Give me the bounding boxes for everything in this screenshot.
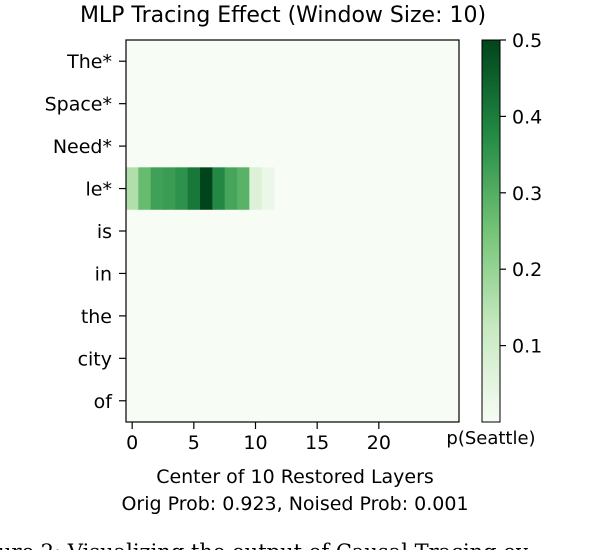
y-tick-label: le*: [86, 179, 112, 201]
colorbar-gradient: [481, 39, 501, 423]
x-axis: 0 5 10 15 20: [126, 422, 391, 454]
chart-title: MLP Tracing Effect (Window Size: 10): [80, 3, 486, 28]
colorbar: 0.1 0.2 0.3 0.4 0.5 p(Seattle): [446, 30, 542, 449]
figure-caption: ure 2: Visualizing the output of Causal …: [0, 540, 528, 550]
plot-background: [126, 40, 459, 422]
colorbar-tick-label: 0.1: [512, 336, 542, 358]
colorbar-label: p(Seattle): [446, 428, 535, 449]
y-tick-label: is: [97, 221, 112, 243]
heatmap-cell: [175, 167, 189, 210]
heatmap-cell: [200, 167, 213, 210]
y-tick-label: Space*: [45, 94, 112, 116]
heatmap-plot: [125, 39, 460, 423]
heatmap-cell: [212, 167, 226, 210]
colorbar-tick-label: 0.5: [512, 30, 542, 52]
heatmap-cell: [163, 167, 176, 210]
x-tick-label: 0: [126, 432, 138, 454]
heatmap-cell: [138, 167, 152, 210]
heatmap-cell: [187, 167, 201, 210]
y-tick-label: of: [94, 391, 114, 413]
x-tick-label: 10: [243, 432, 267, 454]
heatmap-cell: [150, 167, 164, 210]
x-tick-label: 5: [188, 432, 200, 454]
y-tick-label: in: [95, 263, 112, 285]
x-tick-label: 15: [305, 432, 329, 454]
colorbar-tick-label: 0.3: [512, 183, 542, 205]
heatmap-cell: [249, 167, 263, 210]
colorbar-tick-label: 0.2: [512, 259, 542, 281]
y-tick-label: the: [81, 306, 112, 328]
x-axis-label: Center of 10 Restored Layers: [156, 466, 434, 488]
heatmap-cell: [237, 167, 250, 210]
heatmap-cell: [126, 167, 139, 210]
chart-subtitle: Orig Prob: 0.923, Noised Prob: 0.001: [121, 493, 468, 515]
y-tick-label: Need*: [53, 136, 112, 158]
colorbar-tick-label: 0.4: [512, 106, 542, 128]
heatmap-cell: [261, 167, 275, 210]
y-tick-label: The*: [66, 51, 112, 73]
x-tick-label: 20: [367, 432, 391, 454]
y-axis: The* Space* Need* le* is in the city of: [45, 51, 126, 413]
y-tick-label: city: [78, 348, 112, 370]
heatmap-cell: [224, 167, 238, 210]
